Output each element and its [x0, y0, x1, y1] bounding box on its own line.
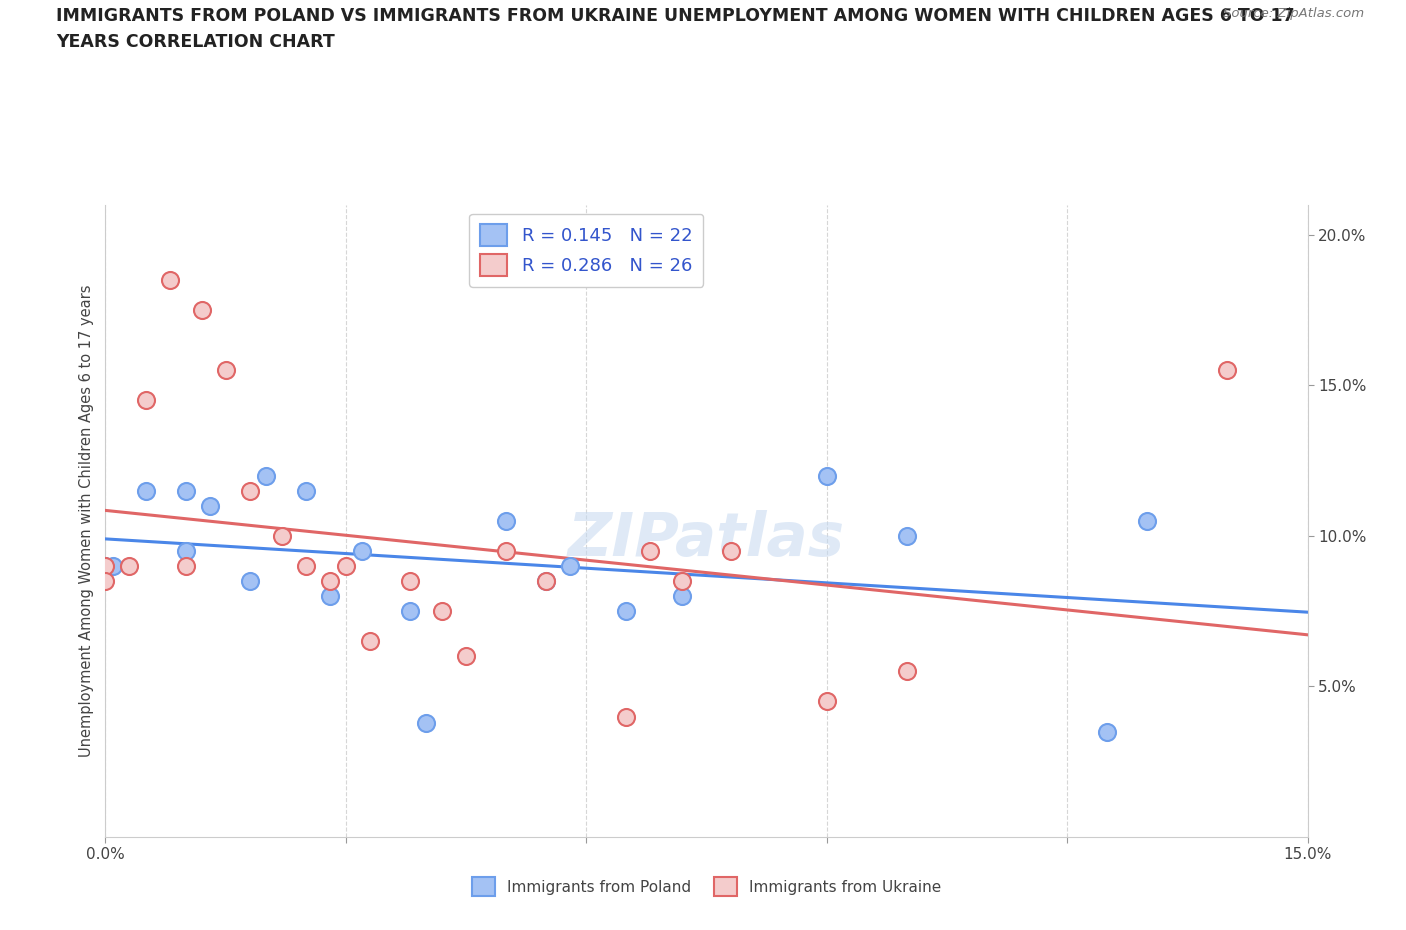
Point	[239, 574, 262, 589]
Point	[174, 484, 197, 498]
Point	[495, 543, 517, 558]
Point	[94, 559, 117, 574]
Point	[239, 484, 262, 498]
Point	[815, 694, 838, 709]
Point	[190, 302, 212, 317]
Text: YEARS CORRELATION CHART: YEARS CORRELATION CHART	[56, 33, 335, 50]
Point	[118, 559, 141, 574]
Point	[214, 363, 236, 378]
Y-axis label: Unemployment Among Women with Children Ages 6 to 17 years: Unemployment Among Women with Children A…	[79, 285, 94, 757]
Point	[359, 634, 381, 649]
Point	[319, 574, 342, 589]
Text: IMMIGRANTS FROM POLAND VS IMMIGRANTS FROM UKRAINE UNEMPLOYMENT AMONG WOMEN WITH : IMMIGRANTS FROM POLAND VS IMMIGRANTS FRO…	[56, 7, 1295, 25]
Text: ZIPatlas: ZIPatlas	[568, 511, 845, 569]
Point	[159, 272, 181, 287]
Text: Source: ZipAtlas.com: Source: ZipAtlas.com	[1223, 7, 1364, 20]
Point	[94, 559, 117, 574]
Point	[534, 574, 557, 589]
Legend: Immigrants from Poland, Immigrants from Ukraine: Immigrants from Poland, Immigrants from …	[465, 871, 948, 902]
Point	[896, 664, 918, 679]
Point	[495, 513, 517, 528]
Point	[671, 574, 693, 589]
Point	[534, 574, 557, 589]
Point	[94, 574, 117, 589]
Point	[430, 604, 453, 618]
Point	[350, 543, 373, 558]
Point	[254, 468, 277, 483]
Point	[335, 559, 357, 574]
Point	[135, 392, 157, 407]
Point	[198, 498, 221, 513]
Point	[616, 709, 638, 724]
Point	[1097, 724, 1119, 739]
Point	[319, 589, 342, 604]
Point	[399, 574, 422, 589]
Point	[135, 484, 157, 498]
Point	[295, 559, 318, 574]
Point	[1136, 513, 1159, 528]
Point	[270, 528, 292, 543]
Point	[896, 528, 918, 543]
Point	[174, 559, 197, 574]
Point	[671, 589, 693, 604]
Point	[174, 543, 197, 558]
Point	[720, 543, 742, 558]
Point	[415, 715, 437, 730]
Point	[103, 559, 125, 574]
Point	[295, 484, 318, 498]
Point	[616, 604, 638, 618]
Point	[1216, 363, 1239, 378]
Point	[640, 543, 662, 558]
Point	[454, 649, 477, 664]
Point	[560, 559, 582, 574]
Point	[815, 468, 838, 483]
Point	[399, 604, 422, 618]
